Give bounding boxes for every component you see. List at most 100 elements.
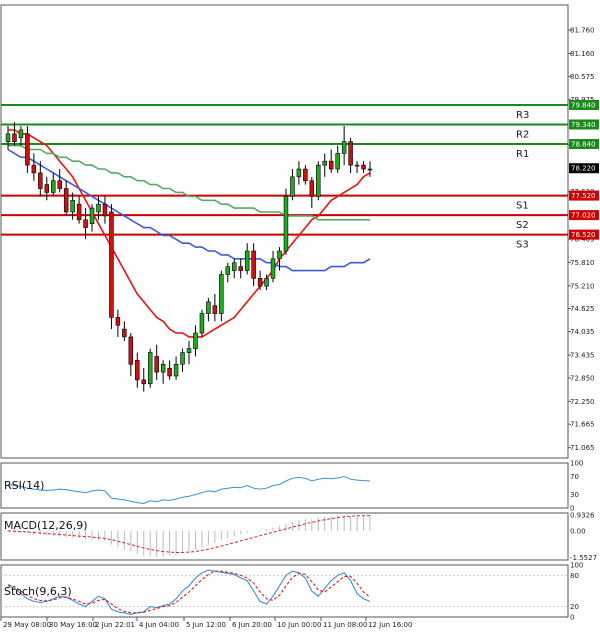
candle-bull bbox=[160, 363, 166, 373]
candle-bull bbox=[173, 363, 179, 377]
x-tick-label: 10 Jun 00:00 bbox=[277, 621, 321, 629]
rsi-y-tick-label: 70 bbox=[570, 473, 579, 481]
level-tag-s2 bbox=[569, 210, 599, 221]
x-tick-label: 5 Jun 12:00 bbox=[186, 621, 226, 629]
candle-bear bbox=[109, 211, 114, 318]
candle-bear bbox=[141, 379, 146, 385]
moving-average-line-2 bbox=[7, 148, 371, 272]
x-tick-label: 12 Jun 16:00 bbox=[368, 621, 412, 629]
candle-bull bbox=[316, 164, 321, 197]
candle-bull bbox=[96, 203, 101, 213]
candle-bull bbox=[225, 266, 231, 275]
rsi-title: RSI(14) bbox=[4, 479, 44, 492]
x-tick-label: 29 May 08:00 bbox=[3, 621, 51, 629]
candle-bear bbox=[303, 168, 308, 182]
stoch-y-tick-label: 0 bbox=[570, 614, 574, 622]
y-tick-label: 72.250 bbox=[570, 398, 595, 406]
candle-bull bbox=[206, 301, 211, 314]
x-tick-label: 6 Jun 20:00 bbox=[232, 621, 272, 629]
candle-bull bbox=[354, 164, 360, 167]
candle-bull bbox=[70, 199, 75, 213]
rsi-y-tick-label: 0 bbox=[570, 505, 574, 513]
rsi-y-tick-label: 30 bbox=[570, 491, 579, 499]
y-tick-label: 80.575 bbox=[570, 73, 595, 81]
candle-bull bbox=[186, 348, 192, 353]
level-label-s1: S1 bbox=[516, 201, 529, 212]
candle-bull bbox=[5, 133, 11, 142]
candle-bull bbox=[244, 250, 250, 271]
x-tick-label: 4 Jun 04:00 bbox=[139, 621, 179, 629]
candle-bull bbox=[283, 196, 289, 252]
stoch-d-line bbox=[7, 570, 371, 614]
candle-bear bbox=[25, 133, 30, 166]
stoch-y-tick-label: 100 bbox=[570, 562, 583, 570]
macd-y-tick-label: 0.00 bbox=[570, 527, 586, 535]
x-tick-label: 2 Jun 22:01 bbox=[95, 621, 135, 629]
candle-bear bbox=[167, 367, 172, 377]
level-tag-text: 78.840 bbox=[571, 141, 596, 149]
candle-bull bbox=[193, 332, 198, 349]
candle-bear bbox=[63, 188, 69, 213]
y-tick-label: 75.210 bbox=[570, 282, 595, 290]
level-label-s3: S3 bbox=[516, 240, 529, 251]
level-tag-s1 bbox=[569, 190, 599, 201]
level-tag-text: 77.020 bbox=[571, 212, 596, 220]
y-tick-label: 71.065 bbox=[570, 444, 595, 452]
rsi-y-tick-label: 100 bbox=[570, 460, 583, 468]
x-tick-label: 30 May 16:00 bbox=[49, 621, 97, 629]
y-tick-label: 72.850 bbox=[570, 374, 595, 382]
panel-frame-macd bbox=[0, 512, 569, 561]
candle-bear bbox=[257, 278, 263, 287]
candle-bull bbox=[264, 278, 269, 287]
candle-bull bbox=[270, 258, 276, 279]
candle-bear bbox=[38, 172, 43, 189]
candle-bear bbox=[102, 203, 108, 217]
moving-average-line-1 bbox=[8, 129, 371, 338]
level-tag-r1 bbox=[569, 139, 599, 150]
candle-bull bbox=[199, 313, 205, 334]
moving-average-line-3 bbox=[8, 144, 370, 221]
candle-bear bbox=[309, 180, 315, 197]
candle-bull bbox=[322, 160, 327, 166]
macd-signal-line bbox=[7, 515, 371, 553]
y-tick-label: 81.760 bbox=[570, 26, 595, 34]
rsi-line bbox=[7, 475, 371, 505]
candle-bear bbox=[348, 141, 353, 166]
stoch-title: Stoch(9,6,3) bbox=[4, 585, 72, 598]
level-tag-text: 79.340 bbox=[571, 121, 596, 129]
candle-bear bbox=[115, 317, 121, 326]
level-label-r3: R3 bbox=[516, 110, 529, 121]
y-tick-label: 74.035 bbox=[570, 328, 595, 336]
candle-bear bbox=[31, 164, 37, 174]
candle-bear bbox=[128, 336, 134, 365]
candle-bear bbox=[83, 219, 88, 228]
candle-bear bbox=[57, 180, 62, 189]
candle-bear bbox=[135, 360, 140, 381]
candle-bull bbox=[335, 153, 340, 170]
candle-bear bbox=[361, 164, 366, 170]
x-tick-label: 11 Jun 08:00 bbox=[323, 621, 367, 629]
candle-bull bbox=[89, 207, 95, 224]
y-tick-label: 75.810 bbox=[570, 259, 595, 267]
candle-bull bbox=[219, 274, 224, 314]
candle-bear bbox=[12, 133, 17, 142]
y-tick-label: 71.665 bbox=[570, 421, 595, 429]
y-tick-label: 73.435 bbox=[570, 352, 595, 360]
candle-bear bbox=[154, 356, 159, 373]
candle-bear bbox=[251, 250, 256, 279]
current-price-text: 78.220 bbox=[571, 165, 596, 173]
level-tag-text: 77.520 bbox=[571, 192, 596, 200]
y-tick-label: 74.625 bbox=[570, 305, 595, 313]
candle-bull bbox=[341, 141, 347, 154]
panel-frame-rsi bbox=[0, 462, 569, 509]
macd-y-tick-label: 0.9326 bbox=[570, 512, 595, 520]
candle-bull bbox=[290, 176, 295, 197]
candle-bull bbox=[277, 250, 282, 260]
candle-bear bbox=[238, 266, 243, 271]
candle-bull bbox=[147, 352, 153, 385]
macd-title: MACD(12,26,9) bbox=[4, 519, 88, 532]
level-label-r1: R1 bbox=[516, 149, 529, 160]
stoch-y-tick-label: 20 bbox=[570, 603, 579, 611]
